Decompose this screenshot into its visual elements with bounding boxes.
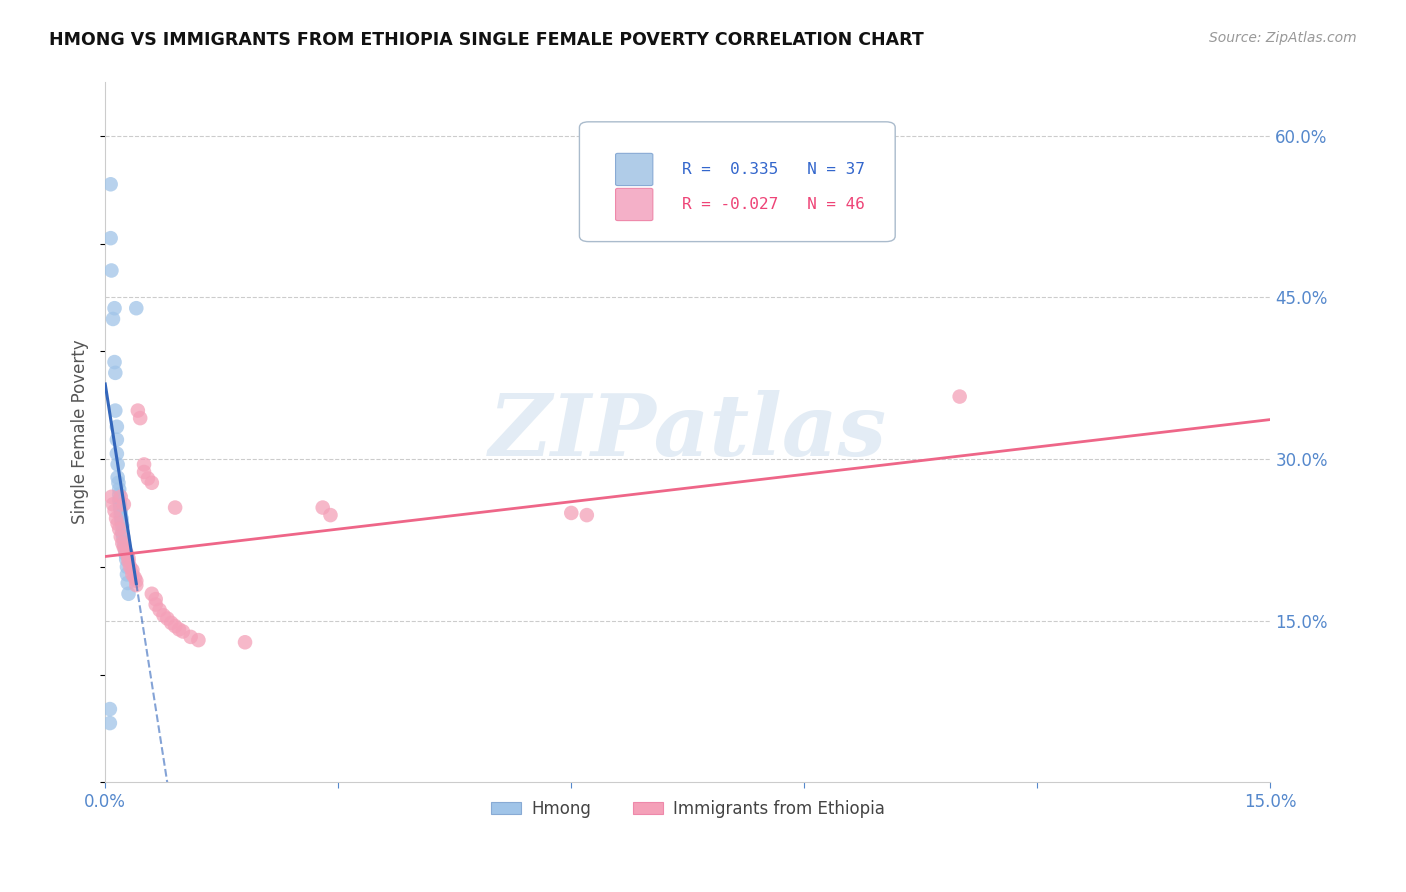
FancyBboxPatch shape: [616, 188, 652, 220]
Point: [156, 611, 179, 625]
Point: [172, 624, 194, 639]
Point: [98, 702, 121, 716]
Point: [112, 541, 135, 555]
Point: [180, 630, 202, 644]
Point: [165, 619, 187, 633]
Point: [112, 497, 135, 511]
Point: [105, 419, 128, 434]
Point: [100, 263, 122, 277]
Point: [100, 490, 122, 504]
Point: [312, 500, 335, 515]
Text: R =  0.335   N = 37: R = 0.335 N = 37: [682, 162, 865, 177]
Point: [117, 551, 139, 566]
Point: [117, 554, 139, 568]
Point: [120, 559, 142, 574]
Text: R = -0.027   N = 46: R = -0.027 N = 46: [682, 197, 865, 212]
Point: [233, 635, 256, 649]
Point: [152, 608, 174, 623]
Point: [111, 536, 134, 550]
Point: [115, 567, 138, 582]
Point: [107, 516, 129, 531]
Point: [103, 504, 125, 518]
Point: [187, 633, 209, 648]
Point: [110, 490, 132, 504]
Point: [145, 592, 167, 607]
Legend: Hmong, Immigrants from Ethiopia: Hmong, Immigrants from Ethiopia: [485, 793, 891, 824]
Point: [132, 465, 155, 479]
Point: [110, 504, 132, 518]
Point: [141, 475, 163, 490]
Point: [111, 519, 134, 533]
Point: [167, 623, 190, 637]
Point: [949, 390, 972, 404]
Point: [115, 559, 138, 574]
Point: [136, 471, 159, 485]
Point: [114, 541, 136, 555]
Point: [129, 411, 152, 425]
Point: [125, 574, 148, 588]
Point: [110, 511, 132, 525]
Text: Source: ZipAtlas.com: Source: ZipAtlas.com: [1209, 31, 1357, 45]
Point: [107, 458, 129, 472]
Point: [101, 497, 124, 511]
Point: [132, 458, 155, 472]
Point: [103, 355, 125, 369]
Point: [124, 571, 146, 585]
FancyBboxPatch shape: [616, 153, 652, 186]
Point: [112, 530, 135, 544]
Point: [108, 497, 131, 511]
Point: [115, 552, 138, 566]
Point: [117, 576, 139, 591]
Point: [100, 231, 122, 245]
Point: [575, 508, 598, 522]
Point: [107, 475, 129, 490]
Y-axis label: Single Female Poverty: Single Female Poverty: [72, 340, 89, 524]
Point: [108, 522, 131, 536]
Point: [110, 530, 132, 544]
Point: [121, 563, 143, 577]
Point: [319, 508, 342, 522]
Point: [114, 543, 136, 558]
Point: [111, 525, 134, 540]
Point: [560, 506, 582, 520]
Point: [108, 493, 131, 508]
Point: [110, 515, 132, 529]
Text: ZIPatlas: ZIPatlas: [489, 391, 887, 474]
Point: [149, 603, 172, 617]
Point: [100, 178, 122, 192]
Point: [104, 403, 127, 417]
Point: [105, 511, 128, 525]
Point: [125, 578, 148, 592]
Point: [105, 447, 128, 461]
Point: [141, 587, 163, 601]
Point: [108, 482, 131, 496]
Point: [98, 716, 121, 731]
Point: [108, 500, 131, 515]
Point: [127, 403, 149, 417]
Point: [145, 598, 167, 612]
FancyBboxPatch shape: [579, 122, 896, 242]
Point: [104, 366, 127, 380]
Point: [103, 301, 125, 316]
Point: [108, 488, 131, 502]
Point: [114, 547, 136, 561]
Point: [115, 547, 138, 561]
Point: [117, 587, 139, 601]
Point: [112, 536, 135, 550]
Point: [107, 470, 129, 484]
Point: [101, 312, 124, 326]
Point: [160, 615, 183, 630]
Point: [121, 567, 143, 582]
Point: [125, 301, 148, 316]
Point: [105, 433, 128, 447]
Text: HMONG VS IMMIGRANTS FROM ETHIOPIA SINGLE FEMALE POVERTY CORRELATION CHART: HMONG VS IMMIGRANTS FROM ETHIOPIA SINGLE…: [49, 31, 924, 49]
Point: [110, 508, 132, 522]
Point: [165, 500, 187, 515]
